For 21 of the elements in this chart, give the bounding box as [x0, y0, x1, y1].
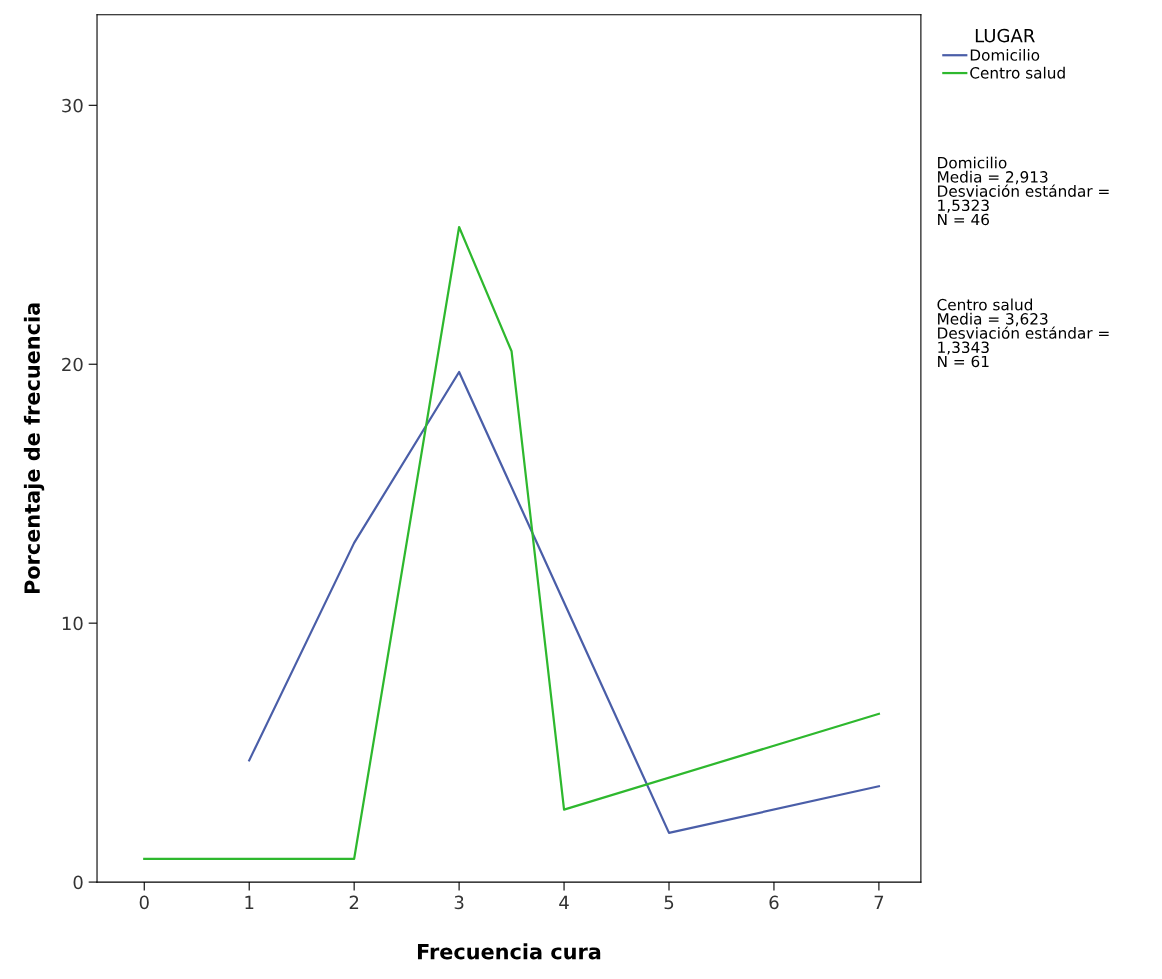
y-tick-label: 0 [73, 875, 83, 890]
legend-title: LUGAR [975, 28, 1035, 43]
y-tick-label: 10 [62, 616, 83, 631]
legend-label: Centro salud [970, 66, 1065, 79]
x-tick-label: 3 [454, 895, 464, 910]
x-tick-label: 6 [769, 895, 779, 910]
x-tick-label: 0 [139, 895, 149, 910]
x-tick-label: 7 [874, 895, 884, 909]
x-tick-label: 2 [349, 895, 359, 909]
text: Domicilio Media = 2,913 Desviación estándar = 1,5323 N = 46 [938, 156, 1109, 226]
x-tick-label: 1 [245, 895, 254, 909]
legend-label: Domicilio [970, 48, 1040, 61]
x-axis-title: Frecuencia cura [417, 943, 601, 960]
line-series [248, 370, 881, 834]
line-series [143, 225, 881, 860]
text: Centro salud Media = 3,623 Desviación estándar = 1,3343 N = 61 [937, 298, 1109, 368]
y-tick-label: 20 [62, 357, 83, 372]
x-tick-label: 5 [664, 895, 674, 910]
x-tick-label: 4 [559, 895, 569, 909]
y-tick-label: 30 [62, 98, 83, 113]
y-axis-title: Porcentaje de frecuencia [23, 303, 45, 594]
